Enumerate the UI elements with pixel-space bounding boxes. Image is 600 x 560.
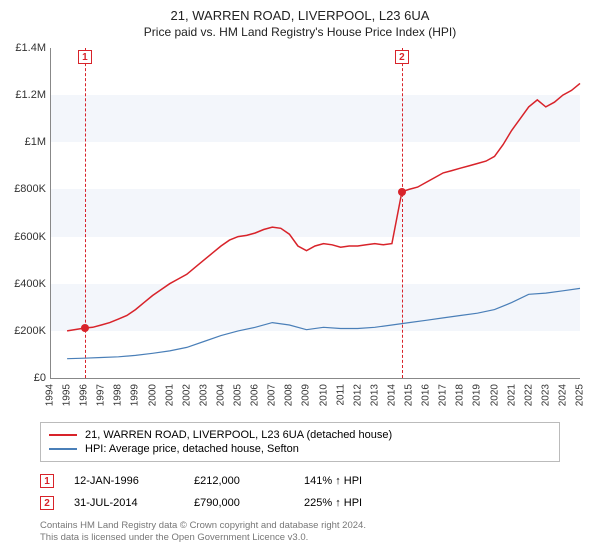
x-tick-label: 2001 xyxy=(164,384,175,406)
series-line-hpi xyxy=(67,288,580,358)
x-tick-label: 2013 xyxy=(369,384,380,406)
x-tick-label: 2004 xyxy=(215,384,226,406)
x-tick-label: 2021 xyxy=(506,384,517,406)
x-tick-label: 2009 xyxy=(301,384,312,406)
footer-text: Contains HM Land Registry data © Crown c… xyxy=(40,520,560,545)
x-tick-label: 2005 xyxy=(233,384,244,406)
sale-marker-icon: 1 xyxy=(40,474,54,488)
x-tick-label: 2019 xyxy=(472,384,483,406)
legend-item: HPI: Average price, detached house, Seft… xyxy=(49,442,551,456)
x-tick-label: 1999 xyxy=(130,384,141,406)
x-tick-label: 2006 xyxy=(250,384,261,406)
chart-container: 21, WARREN ROAD, LIVERPOOL, L23 6UA Pric… xyxy=(0,0,600,560)
legend-swatch xyxy=(49,448,77,450)
series-line-price_paid xyxy=(67,83,580,331)
sale-marker-icon: 2 xyxy=(40,496,54,510)
chart-lines xyxy=(50,48,580,378)
y-tick-label: £1M xyxy=(25,136,46,148)
sale-table: 1 12-JAN-1996 £212,000 141% ↑ HPI 2 31-J… xyxy=(40,470,560,514)
y-tick-label: £1.4M xyxy=(15,42,46,54)
sale-date: 12-JAN-1996 xyxy=(74,475,174,487)
x-tick-label: 2018 xyxy=(455,384,466,406)
sale-pct: 141% ↑ HPI xyxy=(304,475,414,487)
legend-box: 21, WARREN ROAD, LIVERPOOL, L23 6UA (det… xyxy=(40,422,560,462)
x-tick-label: 2012 xyxy=(352,384,363,406)
sale-pct: 225% ↑ HPI xyxy=(304,497,414,509)
title-main: 21, WARREN ROAD, LIVERPOOL, L23 6UA xyxy=(0,0,600,23)
x-tick-label: 2011 xyxy=(335,384,346,406)
x-tick-label: 2007 xyxy=(267,384,278,406)
x-tick-label: 2017 xyxy=(438,384,449,406)
sale-row: 1 12-JAN-1996 £212,000 141% ↑ HPI xyxy=(40,470,560,492)
y-tick-label: £800K xyxy=(14,183,46,195)
x-tick-label: 2014 xyxy=(386,384,397,406)
y-tick-label: £600K xyxy=(14,231,46,243)
x-tick-label: 2008 xyxy=(284,384,295,406)
x-tick-label: 2023 xyxy=(540,384,551,406)
footer-line: Contains HM Land Registry data © Crown c… xyxy=(40,520,560,532)
x-tick-label: 1994 xyxy=(45,384,56,406)
y-tick-label: £0 xyxy=(34,372,46,384)
y-tick-label: £1.2M xyxy=(15,89,46,101)
x-tick-label: 2003 xyxy=(198,384,209,406)
sale-price: £790,000 xyxy=(194,497,284,509)
y-tick-label: £200K xyxy=(14,325,46,337)
x-tick-label: 1995 xyxy=(62,384,73,406)
x-tick-label: 2024 xyxy=(557,384,568,406)
legend-item: 21, WARREN ROAD, LIVERPOOL, L23 6UA (det… xyxy=(49,428,551,442)
x-tick-label: 1997 xyxy=(96,384,107,406)
y-tick-label: £400K xyxy=(14,278,46,290)
x-tick-label: 2025 xyxy=(575,384,586,406)
x-tick-label: 2022 xyxy=(523,384,534,406)
x-tick-label: 2020 xyxy=(489,384,500,406)
title-sub: Price paid vs. HM Land Registry's House … xyxy=(0,23,600,45)
chart-area: £0£200K£400K£600K£800K£1M£1.2M£1.4M19941… xyxy=(50,48,580,378)
legend-label: HPI: Average price, detached house, Seft… xyxy=(85,443,299,455)
x-tick-label: 2015 xyxy=(404,384,415,406)
x-tick-label: 1998 xyxy=(113,384,124,406)
x-tick-label: 1996 xyxy=(79,384,90,406)
x-tick-label: 2002 xyxy=(181,384,192,406)
sale-price: £212,000 xyxy=(194,475,284,487)
legend-swatch xyxy=(49,434,77,436)
sale-row: 2 31-JUL-2014 £790,000 225% ↑ HPI xyxy=(40,492,560,514)
sale-date: 31-JUL-2014 xyxy=(74,497,174,509)
x-tick-label: 2000 xyxy=(147,384,158,406)
legend-label: 21, WARREN ROAD, LIVERPOOL, L23 6UA (det… xyxy=(85,429,392,441)
x-tick-label: 2016 xyxy=(421,384,432,406)
x-tick-label: 2010 xyxy=(318,384,329,406)
footer-line: This data is licensed under the Open Gov… xyxy=(40,532,560,544)
